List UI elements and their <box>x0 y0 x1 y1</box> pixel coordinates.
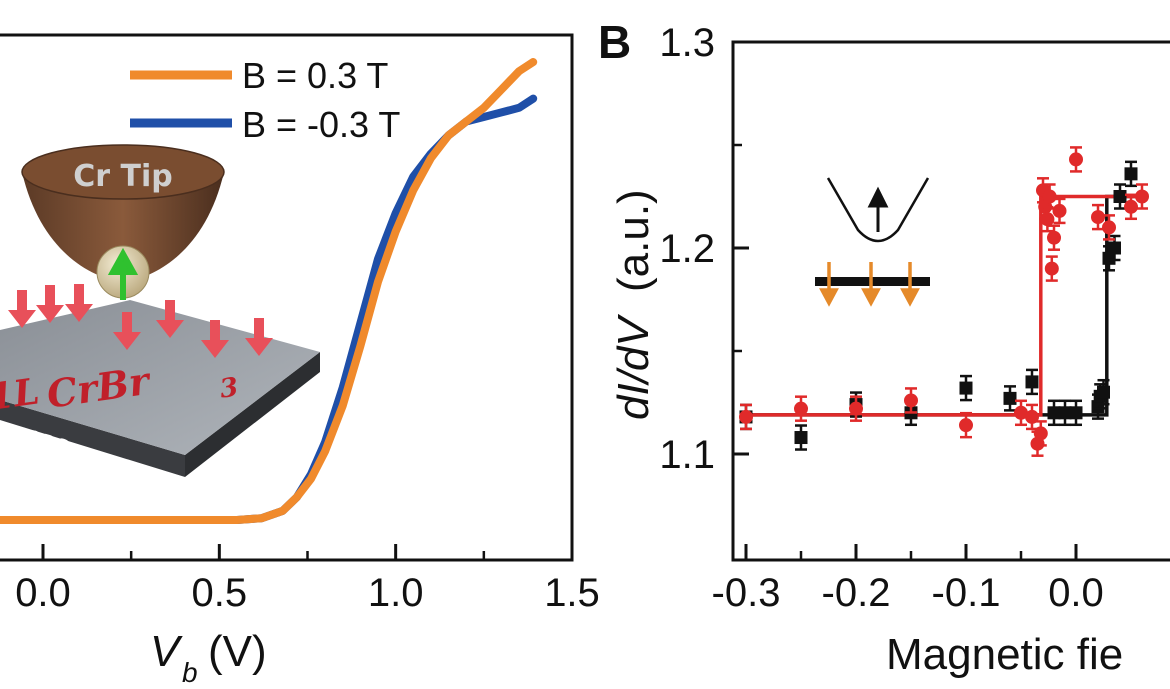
data-point-red <box>1033 426 1048 441</box>
hopg-slab-right <box>185 352 320 477</box>
panel-b-x-axis-title: Magnetic fie <box>886 630 1123 679</box>
panel-b-y-axis-title: dI/dV (a.u.) <box>609 189 658 420</box>
panel-b-x-tick-label: 0.0 <box>1048 571 1104 615</box>
data-point-black <box>1003 391 1017 405</box>
data-point-black <box>1113 190 1127 203</box>
panel-b-data-points <box>739 146 1149 457</box>
sample-slab-top <box>0 300 320 455</box>
inset-tip-spin-arrow <box>867 186 889 232</box>
data-point-red <box>1014 405 1028 420</box>
panel-a-legend: B = 0.3 T B = -0.3 T <box>130 55 400 145</box>
data-point-red <box>1044 261 1059 276</box>
panel-b-fit-lines <box>746 194 1142 417</box>
panel-a-x-axis-title: V b (V) <box>150 627 267 688</box>
crbr3-subscript: 3 <box>218 372 240 404</box>
spin-arrow-3 <box>65 284 93 322</box>
data-point-red <box>1042 189 1057 204</box>
inset-spin-2 <box>861 262 881 307</box>
spin-arrow-2 <box>36 285 64 323</box>
data-point-red <box>849 401 863 416</box>
data-point-black <box>1069 406 1083 420</box>
panel-a-x-tick-label: 0.0 <box>15 571 71 615</box>
data-point-red <box>739 409 753 424</box>
data-point-black <box>1058 406 1072 420</box>
fit-line-red <box>746 194 1142 417</box>
spin-arrow-1 <box>8 290 36 328</box>
panel-a: 0.0 0.5 1.0 1.5 B = 0.3 T B = -0.3 T <box>0 33 600 688</box>
panel-a-x-tick-label: 0.5 <box>192 571 248 615</box>
data-point-black <box>1124 167 1138 181</box>
spin-arrow-4 <box>113 312 141 350</box>
panel-a-x-tick-label: 1.0 <box>368 571 424 615</box>
panel-b-y-tick-label: 1.3 <box>659 21 715 65</box>
panel-b-x-tick-label: -0.3 <box>712 571 781 615</box>
panel-b-y-axis-main: dI/dV <box>609 314 658 420</box>
panel-a-x-axis-sub: b <box>182 657 198 688</box>
legend-label-b-pos: B = 0.3 T <box>242 55 388 96</box>
spin-arrow-7 <box>245 318 273 356</box>
fit-line-black <box>746 194 1142 417</box>
inset-tip-outline <box>826 177 930 243</box>
panel-b: B 1.1 1.2 1.3 -0.3 -0.2 -0.1 0.0 dI/dV (a.u.)… <box>598 16 1170 679</box>
panel-b-x-ticks <box>744 544 1078 560</box>
data-point-red <box>959 418 973 433</box>
inset-spin-3 <box>900 262 920 307</box>
panel-a-x-tick-label: 1.5 <box>544 571 600 615</box>
crbr3-prefix: 1L <box>0 370 42 419</box>
inset-sample-spins <box>819 262 920 307</box>
panel-a-x-ticks <box>41 544 574 560</box>
data-point-black <box>1025 375 1039 389</box>
panel-a-frame <box>0 33 574 562</box>
inset-spin-1 <box>819 262 839 307</box>
data-point-red <box>1047 230 1061 245</box>
cr-tip-cone <box>22 172 224 282</box>
legend-label-b-neg: B = -0.3 T <box>242 104 400 145</box>
panel-b-x-tick-labels: -0.3 -0.2 -0.1 0.0 <box>712 571 1104 615</box>
tip-spin-arrow <box>107 247 139 300</box>
panel-b-letter: B <box>598 16 631 68</box>
series-line-b-pos <box>0 58 538 524</box>
panel-b-y-ticks <box>733 40 749 456</box>
data-point-black <box>1047 406 1061 420</box>
data-point-red <box>1069 152 1083 167</box>
data-point-red <box>1052 203 1067 218</box>
cr-tip-label: Cr Tip <box>73 159 172 194</box>
cr-tip-top <box>21 144 225 200</box>
data-point-red <box>1091 210 1105 225</box>
panel-b-y-tick-labels: 1.1 1.2 1.3 <box>659 21 715 477</box>
panel-b-frame <box>731 40 1170 562</box>
panel-a-series <box>0 58 538 524</box>
panel-b-y-tick-label: 1.2 <box>659 227 715 271</box>
inset-schematic: Cr Tip HOPG 1L CrBr 3 <box>0 144 320 477</box>
panel-a-x-tick-labels: 0.0 0.5 1.0 1.5 <box>15 571 600 615</box>
panel-a-x-axis-main: V <box>150 627 183 676</box>
panel-b-y-axis-unit: (a.u.) <box>609 189 658 292</box>
data-point-red <box>1040 212 1055 227</box>
panel-b-x-tick-label: -0.1 <box>932 571 1001 615</box>
sample-spin-arrows <box>8 284 273 358</box>
data-point-red <box>904 393 918 408</box>
data-point-black <box>794 431 808 445</box>
data-point-black <box>1108 241 1121 255</box>
data-point-red <box>1124 199 1138 214</box>
spin-arrow-5 <box>156 300 184 338</box>
hopg-slab-side <box>0 400 185 477</box>
panel-b-y-tick-label: 1.1 <box>659 433 715 477</box>
data-point-red <box>1135 189 1149 204</box>
crbr3-label: 1L CrBr 3 <box>0 358 240 419</box>
data-point-black <box>959 381 973 395</box>
data-point-black <box>1102 251 1116 265</box>
panel-b-x-tick-label: -0.2 <box>822 571 891 615</box>
data-point-red <box>794 401 808 416</box>
data-point-black <box>1097 385 1110 399</box>
data-point-red <box>1102 220 1116 235</box>
spin-arrow-6 <box>201 320 229 358</box>
panel-b-spin-inset <box>815 177 930 307</box>
panel-a-x-axis-unit: (V) <box>208 627 267 676</box>
